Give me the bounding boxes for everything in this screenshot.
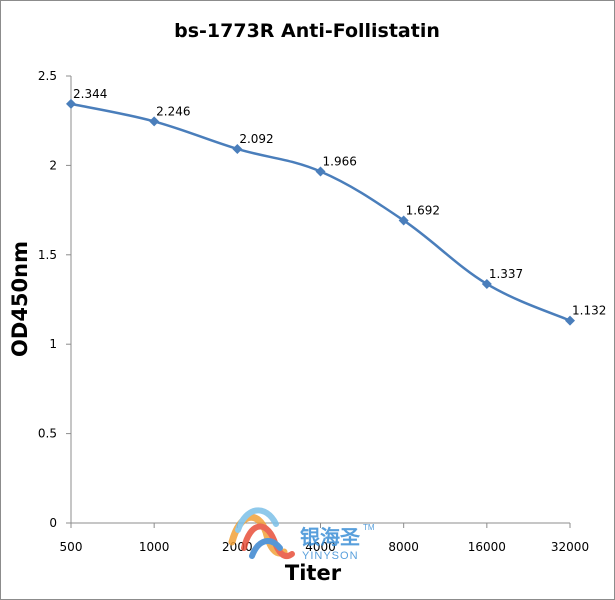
data-point-marker bbox=[149, 116, 160, 127]
data-point-marker bbox=[315, 166, 326, 177]
data-label: 1.692 bbox=[406, 203, 440, 217]
x-tick-label: 32000 bbox=[551, 540, 589, 554]
logo-emblem-icon bbox=[228, 507, 295, 559]
x-tick-label: 4000 bbox=[305, 540, 336, 554]
data-labels: 2.344 2.246 2.092 1.966 1.692 1.337 1.132 bbox=[73, 87, 606, 318]
data-point-marker bbox=[398, 215, 409, 226]
y-tick-labels: 0 0.5 1 1.5 2 2.5 bbox=[38, 69, 57, 530]
data-point-marker bbox=[232, 143, 243, 154]
watermark-tm-text: TM bbox=[363, 523, 375, 532]
data-point-marker bbox=[66, 98, 76, 109]
x-tick-label: 1000 bbox=[139, 540, 170, 554]
y-axis-title: OD450nm bbox=[8, 241, 32, 357]
x-axis-title: Titer bbox=[285, 561, 342, 585]
series-line-group bbox=[70, 102, 571, 322]
y-tick-label: 0.5 bbox=[38, 427, 57, 441]
data-label: 1.337 bbox=[489, 267, 523, 281]
axes bbox=[66, 75, 571, 528]
y-tick-label: 2.5 bbox=[38, 69, 57, 83]
chart-title: bs-1773R Anti-Follistatin bbox=[174, 20, 440, 42]
data-label: 2.246 bbox=[156, 104, 190, 118]
x-tick-label: 16000 bbox=[468, 540, 506, 554]
data-label: 1.966 bbox=[323, 154, 357, 168]
x-tick-label: 500 bbox=[60, 540, 83, 554]
watermark-chinese-text: 银海圣 bbox=[300, 525, 361, 549]
x-tick-label: 8000 bbox=[388, 540, 419, 554]
y-tick-label: 1.5 bbox=[38, 248, 57, 262]
y-tick-label: 2 bbox=[49, 158, 57, 172]
data-point-marker bbox=[481, 278, 492, 289]
watermark-logo: 银海圣 TM YINYSON bbox=[228, 507, 375, 562]
data-label: 2.344 bbox=[73, 87, 107, 101]
data-point-marker bbox=[565, 315, 575, 326]
series-line bbox=[70, 102, 571, 322]
series-markers bbox=[66, 98, 575, 326]
watermark-english-text: YINYSON bbox=[302, 550, 359, 562]
data-label: 1.132 bbox=[572, 304, 606, 318]
y-tick-label: 0 bbox=[49, 516, 57, 530]
y-tick-label: 1 bbox=[49, 337, 57, 351]
data-label: 2.092 bbox=[239, 132, 273, 146]
